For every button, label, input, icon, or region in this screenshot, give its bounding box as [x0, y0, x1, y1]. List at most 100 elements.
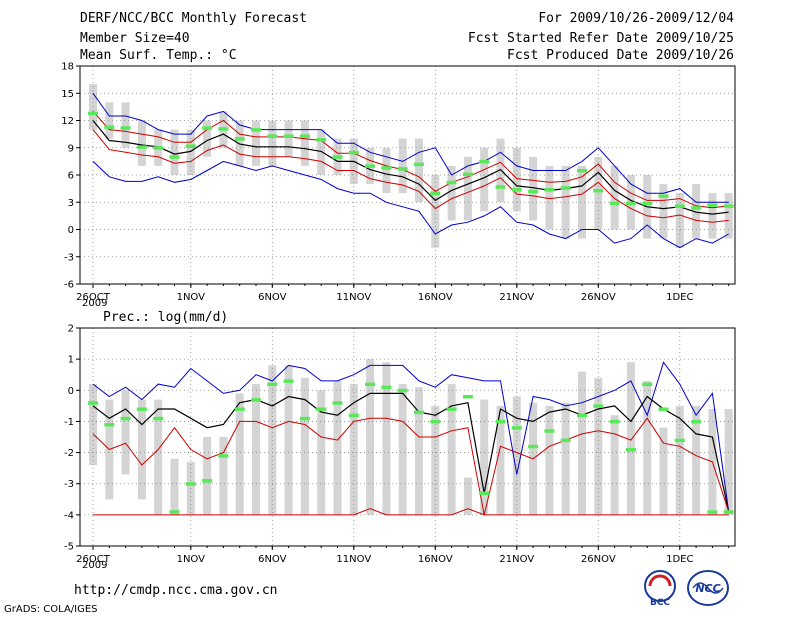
spread-box: [268, 120, 277, 166]
median-marker: [251, 398, 261, 402]
spread-box: [545, 165, 554, 230]
x-tick-label: 6NOV: [258, 292, 287, 303]
median-marker: [577, 168, 587, 173]
median-marker: [642, 201, 653, 206]
median-marker: [185, 144, 196, 148]
spread-box: [170, 129, 179, 175]
spread-box: [545, 405, 554, 515]
median-marker: [723, 510, 734, 514]
series-line-mean: [92, 120, 729, 215]
median-marker: [348, 150, 359, 155]
x-tick-label: 26OCT: [76, 554, 111, 565]
median-marker: [593, 188, 604, 193]
series-line-upper: [92, 361, 730, 512]
median-marker: [674, 438, 685, 443]
spread-box: [137, 120, 146, 166]
series-line-min: [93, 508, 729, 516]
median-marker: [202, 479, 213, 483]
spread-box: [300, 120, 309, 166]
bcc-logo-text: BCC: [650, 598, 670, 608]
x-tick-label: 26OCT: [76, 292, 111, 303]
median-marker: [609, 201, 620, 206]
spread-box: [496, 138, 505, 203]
median-marker: [430, 419, 441, 424]
median-marker: [479, 491, 490, 496]
median-marker: [577, 413, 587, 418]
y-tick-label: 1: [68, 355, 74, 366]
median-marker: [414, 410, 424, 415]
spread-box: [496, 405, 505, 515]
y-tick-label: -4: [64, 510, 74, 521]
spread-box: [121, 390, 130, 475]
y-tick-label: -5: [64, 542, 74, 553]
median-marker: [88, 111, 98, 116]
median-marker: [234, 407, 245, 411]
median-marker: [560, 438, 571, 443]
y-tick-label: 18: [61, 62, 74, 73]
median-marker: [332, 401, 343, 405]
x-tick-label: 16NOV: [418, 292, 453, 303]
y-tick-label: -1: [64, 417, 74, 428]
series-line-mean: [92, 392, 730, 512]
median-marker: [414, 162, 424, 167]
median-marker: [691, 419, 702, 424]
median-marker: [267, 382, 278, 387]
median-marker: [397, 167, 408, 171]
median-marker: [479, 159, 490, 164]
variable-label: Mean Surf. Temp.: °C: [80, 48, 237, 63]
median-marker: [169, 510, 180, 514]
median-marker: [104, 423, 115, 427]
median-marker: [446, 180, 457, 185]
median-marker: [511, 188, 522, 192]
spread-box: [398, 384, 407, 515]
spread-box: [480, 399, 489, 515]
x-tick-label: 1NOV: [177, 554, 206, 565]
median-marker: [528, 189, 539, 194]
forecast-produced-date: Fcst Produced Date 2009/10/26: [507, 48, 734, 63]
spread-box: [349, 384, 358, 515]
median-marker: [544, 188, 555, 192]
x-tick-label: 16NOV: [418, 554, 453, 565]
y-tick-label: 12: [61, 116, 74, 127]
median-marker: [120, 416, 131, 421]
median-marker: [658, 407, 669, 411]
x-tick-label: 21NOV: [499, 554, 534, 565]
spread-box: [708, 193, 717, 239]
spread-box: [252, 120, 260, 166]
median-marker: [104, 125, 115, 129]
spread-box: [643, 380, 652, 515]
median-marker: [153, 146, 164, 150]
spread-box: [626, 362, 635, 515]
median-marker: [707, 510, 718, 514]
median-marker: [316, 407, 327, 411]
spread-box: [692, 184, 701, 239]
source-url[interactable]: http://cmdp.ncc.cma.gov.cn: [74, 583, 278, 598]
precip-title: Prec.: log(mm/d): [103, 310, 228, 325]
median-marker: [609, 419, 620, 424]
x-tick-label: 1DEC: [666, 292, 693, 303]
spread-box: [317, 390, 326, 515]
median-marker: [348, 413, 359, 418]
spread-box: [480, 147, 489, 212]
spread-box: [154, 399, 163, 515]
median-marker: [544, 429, 555, 433]
median-marker: [462, 395, 473, 399]
median-marker: [430, 191, 441, 196]
median-marker: [397, 388, 408, 393]
median-marker: [316, 138, 327, 142]
series-line-lower: [92, 417, 730, 516]
median-marker: [202, 126, 213, 130]
median-marker: [267, 134, 278, 138]
median-marker: [560, 186, 571, 190]
spread-box: [284, 120, 293, 157]
median-marker: [365, 164, 376, 168]
x-tick-label: 11NOV: [336, 292, 371, 303]
spread-box: [317, 129, 326, 175]
y-tick-label: 6: [68, 171, 74, 182]
x-tick-label: 11NOV: [336, 554, 371, 565]
spread-box: [170, 458, 179, 515]
x-year-label: 2009: [82, 560, 107, 571]
spread-box: [431, 175, 440, 248]
y-tick-label: 2: [68, 324, 74, 335]
median-marker: [153, 416, 164, 421]
